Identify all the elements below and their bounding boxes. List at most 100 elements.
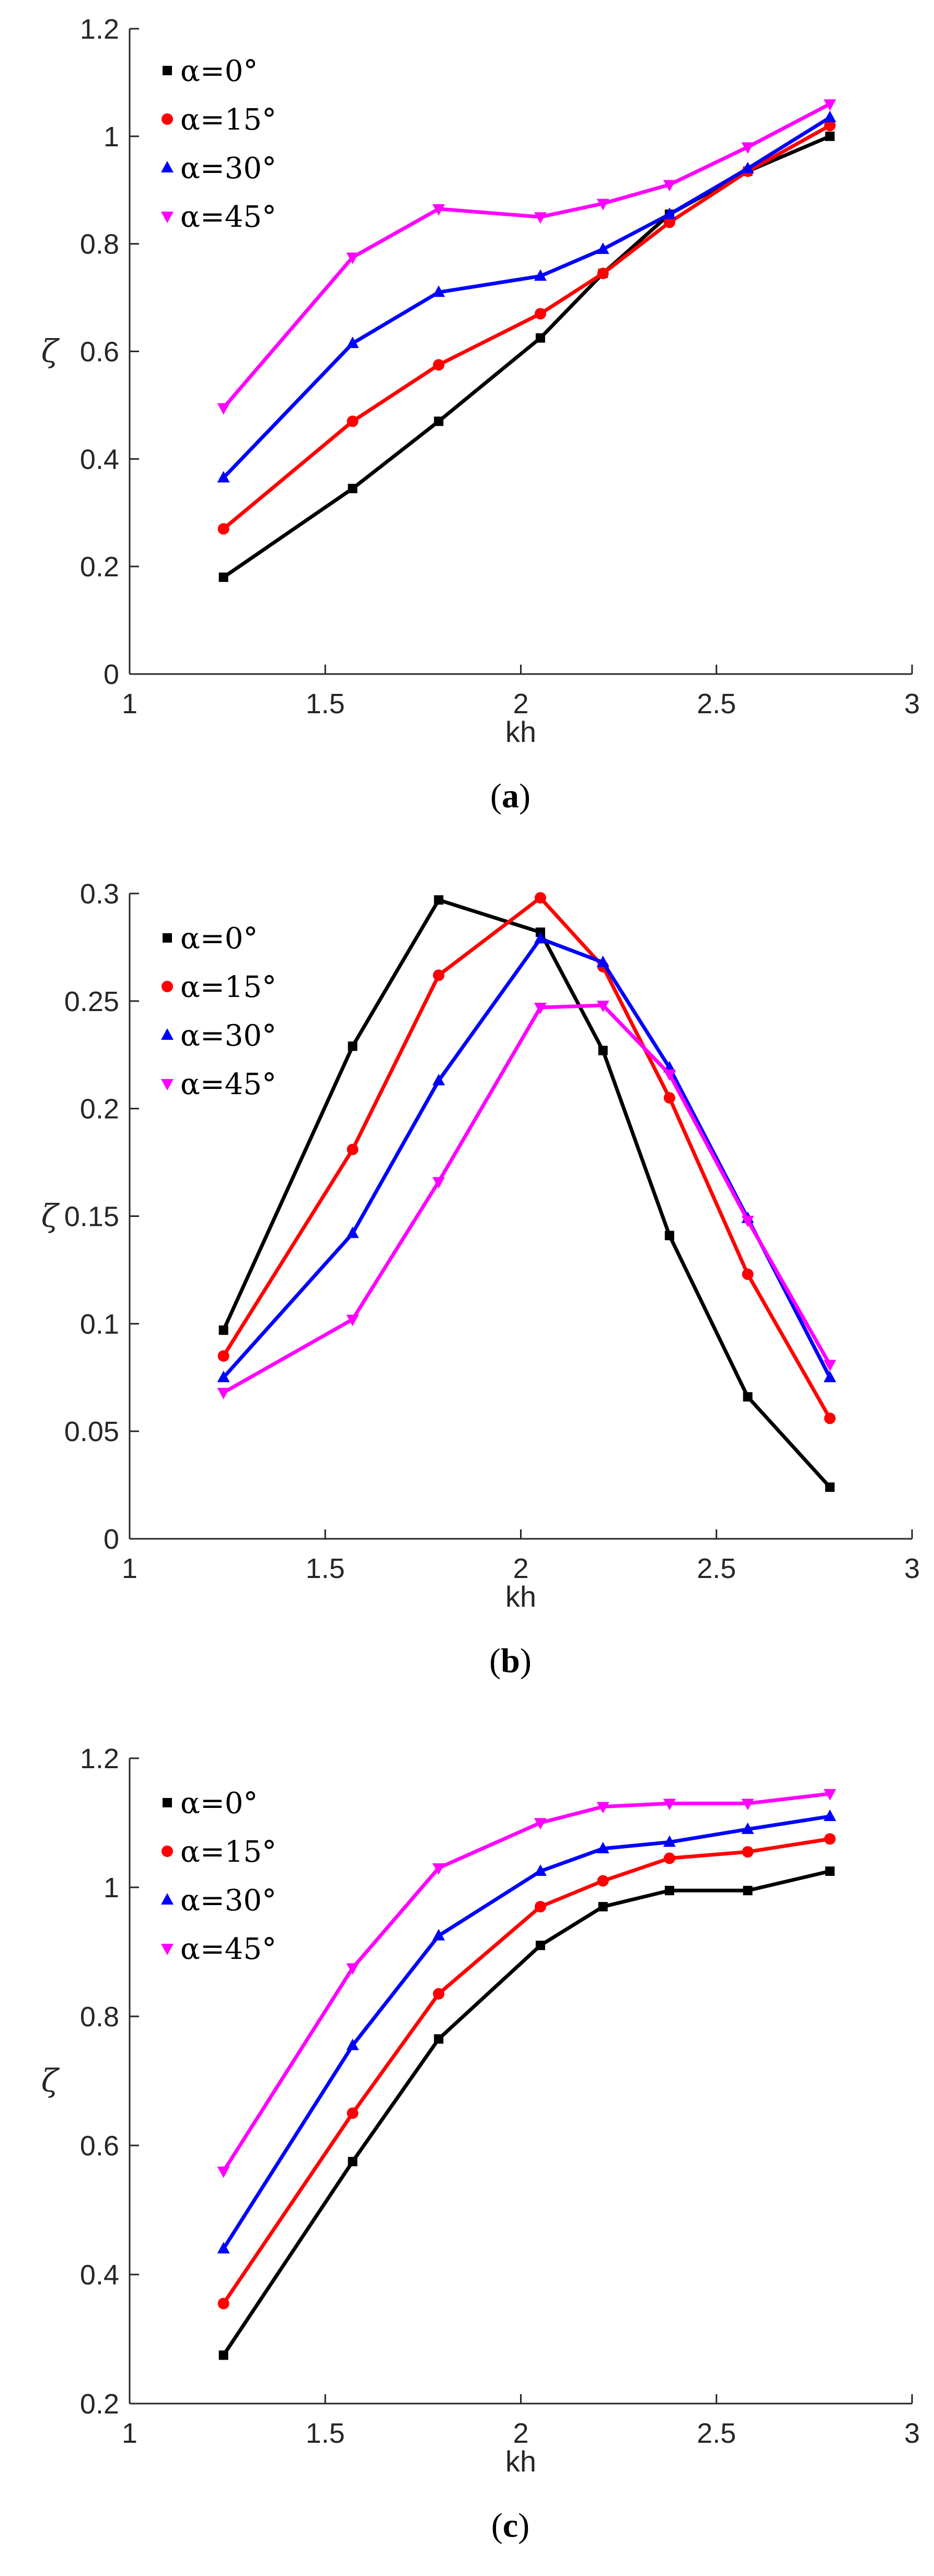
data-point: [663, 1069, 676, 1081]
y-tick-label: 1.2: [80, 1743, 119, 1774]
y-axis-label: ζ: [41, 2063, 60, 2099]
data-point: [534, 1818, 547, 1830]
y-tick-label: 0.2: [80, 551, 119, 583]
legend-label: α=0°: [180, 922, 258, 956]
panel-a: 1 1.5 2 2.5 300.20.40.60.811.2khζα=0°α=15°α=…: [41, 14, 920, 815]
series-3: [217, 1001, 836, 1400]
x-axis-label: kh: [505, 1580, 536, 1613]
y-tick-label: 0.4: [80, 2259, 119, 2291]
legend-marker: [161, 161, 174, 172]
data-point: [663, 1092, 675, 1104]
legend: α=0° α=15° α=30° α=45°: [161, 922, 276, 1101]
y-axis-label: ζ: [41, 1198, 60, 1235]
legend-marker: [161, 212, 174, 223]
data-point: [825, 1482, 835, 1492]
series-0: [218, 131, 835, 582]
panel-label: (c): [491, 2507, 529, 2545]
data-point: [217, 2242, 230, 2254]
y-tick-label: 0.1: [80, 1308, 119, 1340]
data-point: [534, 932, 547, 944]
data-point: [534, 1003, 547, 1015]
data-point: [741, 1822, 754, 1834]
x-tick-label: 2.5: [697, 688, 736, 720]
data-point: [824, 1833, 836, 1845]
legend-label: α=45°: [180, 1932, 276, 1966]
data-point: [432, 204, 445, 216]
y-tick-label: 1.2: [80, 14, 119, 45]
y-tick-label: 0.3: [80, 878, 119, 910]
data-point: [217, 2297, 229, 2310]
legend-marker: [163, 1798, 172, 1807]
data-point: [742, 1846, 754, 1858]
data-point: [823, 1789, 836, 1801]
series-1: [217, 1833, 836, 2310]
x-tick-label: 2: [513, 688, 528, 720]
data-point: [534, 212, 547, 224]
data-point: [741, 1215, 754, 1227]
data-point: [534, 892, 546, 904]
data-point: [663, 180, 676, 192]
data-point: [663, 1835, 676, 1847]
series-3: [217, 1789, 836, 2178]
series-0: [218, 895, 835, 1492]
y-tick-label: 0.2: [80, 2388, 119, 2420]
data-point: [825, 1866, 835, 1876]
legend-label: α=15°: [180, 103, 276, 137]
data-point: [347, 1143, 359, 1155]
series-3: [217, 99, 836, 415]
series-1: [217, 892, 836, 1424]
series-line: [222, 115, 831, 479]
panel-label: (a): [490, 777, 531, 815]
data-point: [534, 308, 546, 320]
data-point: [534, 269, 547, 281]
x-tick-label: 3: [904, 1553, 920, 1584]
data-point: [663, 216, 675, 228]
x-tick-label: 1: [122, 1553, 137, 1584]
panel-b: 1 1.5 2 2.5 300.050.10.150.20.250.3khζα=0°α=…: [41, 878, 920, 1680]
y-tick-label: 0.15: [64, 1201, 119, 1233]
legend: α=0° α=15° α=30° α=45°: [161, 1786, 276, 1966]
x-axis-label: kh: [505, 715, 536, 748]
y-tick-label: 0.6: [80, 336, 119, 368]
x-tick-label: 3: [904, 2418, 920, 2449]
series-2: [217, 1809, 836, 2254]
y-tick-label: 0.2: [80, 1094, 119, 1125]
data-point: [346, 1315, 359, 1327]
data-point: [348, 483, 358, 493]
series-line: [222, 1814, 831, 2250]
y-tick-label: 0.4: [80, 444, 119, 475]
legend-label: α=0°: [180, 1786, 258, 1820]
data-point: [218, 572, 228, 582]
data-point: [535, 333, 545, 343]
series-line: [222, 896, 832, 1420]
x-tick-label: 2.5: [697, 1553, 736, 1584]
x-axis-label: kh: [505, 2445, 536, 2478]
data-point: [596, 1841, 609, 1853]
data-point: [597, 268, 609, 280]
data-point: [743, 1392, 753, 1402]
data-point: [824, 1412, 836, 1424]
data-point: [346, 2038, 359, 2050]
series-line: [222, 1003, 832, 1395]
y-tick-label: 1: [103, 1872, 119, 1904]
legend: α=0° α=15° α=30° α=45°: [161, 54, 276, 234]
legend-label: α=15°: [180, 1835, 276, 1869]
x-tick-label: 2: [513, 1553, 528, 1584]
y-tick-label: 0.6: [80, 2130, 119, 2162]
data-point: [346, 1226, 359, 1238]
panel-label: (b): [489, 1642, 532, 1680]
legend-label: α=30°: [180, 152, 276, 185]
data-point: [433, 969, 445, 981]
data-point: [347, 415, 359, 427]
data-point: [823, 1809, 836, 1821]
y-tick-label: 0.05: [64, 1416, 119, 1447]
legend-label: α=15°: [180, 970, 276, 1004]
data-point: [741, 161, 754, 173]
data-point: [434, 416, 444, 426]
data-point: [217, 523, 229, 535]
series-line: [222, 102, 831, 409]
legend-marker: [161, 1079, 174, 1090]
data-point: [432, 1863, 445, 1875]
data-point: [823, 1360, 836, 1372]
